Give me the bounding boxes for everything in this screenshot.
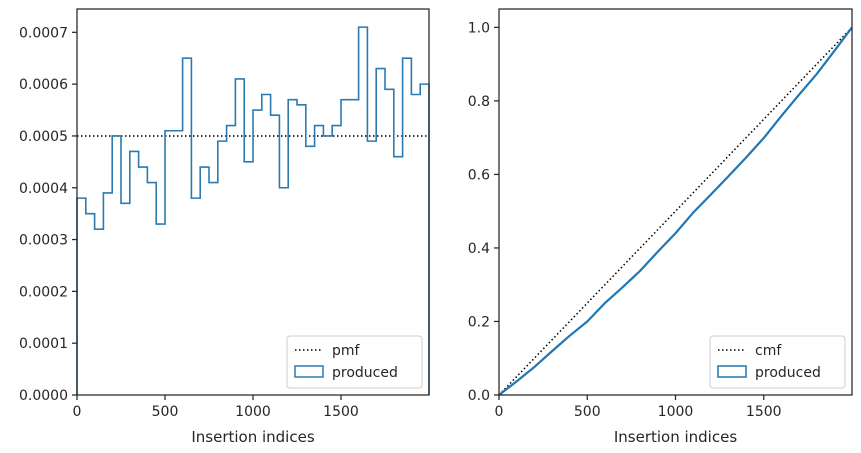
- y-tick-label: 0.0005: [19, 129, 68, 145]
- x-tick-label: 1000: [658, 404, 694, 420]
- y-tick-label: 0.4: [468, 241, 490, 257]
- legend-produced-label: produced: [332, 365, 398, 381]
- y-tick-label: 0.0000: [19, 388, 68, 404]
- x-tick-label: 500: [574, 404, 601, 420]
- x-tick-label: 500: [152, 404, 179, 420]
- cdf-x-axis-label: Insertion indices: [614, 428, 737, 446]
- x-tick-label: 1500: [323, 404, 359, 420]
- cdf-legend: cmf produced: [710, 336, 845, 388]
- legend-pmf-label: pmf: [332, 343, 361, 359]
- histogram-legend: pmf produced: [287, 336, 422, 388]
- y-tick-label: 0.0001: [19, 336, 68, 352]
- y-tick-label: 0.2: [468, 314, 490, 330]
- y-tick-label: 0.8: [468, 94, 490, 110]
- y-tick-label: 0.0004: [19, 181, 68, 197]
- legend-cmf-label: cmf: [755, 343, 782, 359]
- x-tick-label: 1500: [746, 404, 782, 420]
- legend-produced-label: produced: [755, 365, 821, 381]
- x-tick-label: 0: [495, 404, 504, 420]
- histogram-x-axis-label: Insertion indices: [191, 428, 314, 446]
- y-tick-label: 0.0006: [19, 77, 68, 93]
- y-tick-label: 0.0: [468, 388, 490, 404]
- y-tick-label: 1.0: [468, 20, 490, 36]
- y-tick-label: 0.0002: [19, 284, 68, 300]
- y-tick-label: 0.0003: [19, 233, 68, 249]
- x-tick-label: 1000: [235, 404, 271, 420]
- y-tick-label: 0.6: [468, 167, 490, 183]
- y-tick-label: 0.0007: [19, 25, 68, 41]
- figure: 0 500 1000 15000.00000.00010.00020.00030.00…: [0, 0, 861, 453]
- x-tick-label: 0: [73, 404, 82, 420]
